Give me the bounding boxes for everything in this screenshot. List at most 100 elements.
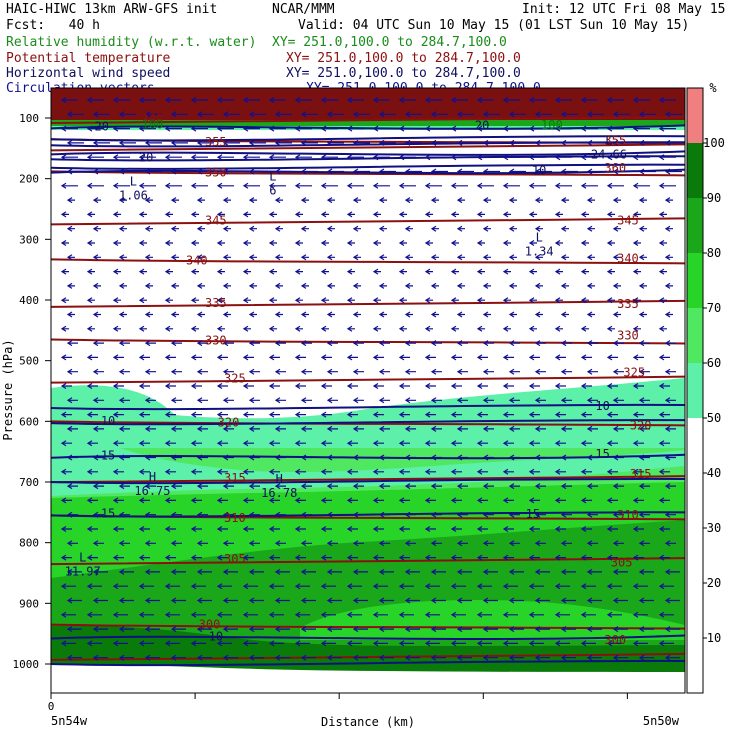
circulation-vector [456, 597, 472, 604]
circulation-vector [508, 597, 524, 604]
circulation-vector [216, 583, 232, 590]
circulation-vector [274, 254, 283, 261]
circulation-vector [248, 654, 264, 661]
circulation-vector [112, 497, 124, 504]
circulation-vector [144, 168, 162, 175]
theta-label: 330 [617, 329, 639, 343]
circulation-vector [534, 168, 552, 175]
circulation-vector [190, 583, 206, 590]
circulation-vector [352, 568, 368, 575]
circulation-vector [60, 96, 78, 104]
circulation-vector [378, 511, 390, 518]
circulation-vector [456, 425, 468, 432]
circulation-vector [450, 211, 459, 218]
circulation-vector [274, 626, 290, 633]
circulation-vector [404, 568, 420, 575]
circulation-vector [632, 154, 650, 161]
circulation-vector [560, 540, 572, 547]
circulation-vector [664, 254, 673, 261]
x-left-location: 5n54w [51, 714, 88, 728]
circulation-vector [612, 225, 621, 232]
theta-label: 345 [205, 213, 227, 227]
circulation-vector [216, 96, 234, 104]
theta-contour [51, 623, 685, 630]
circulation-vector [326, 340, 338, 347]
circulation-vector [66, 111, 84, 118]
circulation-vector [658, 154, 676, 161]
circulation-vector [580, 640, 596, 647]
circulation-vector [612, 454, 624, 461]
circulation-vector [86, 125, 104, 132]
circulation-vector [242, 554, 254, 561]
field-wind-label: Horizontal wind speed [6, 66, 171, 81]
circulation-vector [580, 497, 592, 504]
circulation-vector [248, 111, 266, 118]
theta-contour [51, 170, 685, 177]
circulation-vector [60, 440, 72, 447]
circulation-vector [326, 311, 335, 318]
circulation-vector [528, 211, 537, 218]
circulation-vector [196, 540, 208, 547]
circulation-vector [112, 182, 130, 189]
y-axis: 100 200 300 400 500 600 700 800 900 1000 [13, 112, 51, 671]
circulation-vector [476, 611, 492, 618]
circulation-vector [476, 182, 494, 189]
extremum-value: 1.06 [119, 189, 148, 203]
circulation-vector [580, 411, 592, 418]
colorbar-band [687, 363, 703, 418]
circulation-vector [92, 568, 108, 575]
circulation-vector [86, 382, 98, 390]
circulation-vector [248, 568, 264, 575]
x-right-location: 5n50w [643, 714, 680, 728]
circulation-vector [632, 211, 641, 218]
circulation-vector [664, 197, 673, 204]
circulation-vector [268, 211, 277, 218]
circulation-vector [294, 125, 312, 132]
circulation-vector [352, 540, 364, 547]
colorbar-band [687, 308, 703, 363]
circulation-vector [450, 554, 462, 561]
circulation-vector [476, 325, 485, 332]
circulation-vector [664, 626, 680, 633]
extremum-marker: H [149, 470, 156, 484]
circulation-vector [112, 640, 128, 647]
circulation-vector [92, 454, 104, 461]
circulation-vector [632, 96, 650, 104]
circulation-vector [164, 611, 180, 618]
theta-contour [51, 375, 685, 384]
circulation-vector [352, 340, 364, 347]
colorbar-unit: % [709, 81, 717, 95]
circulation-vector [502, 583, 518, 590]
plot-frame [50, 87, 686, 694]
circulation-vector [346, 440, 358, 447]
circulation-vector [274, 139, 292, 146]
circulation-vector [164, 640, 180, 647]
circulation-vector [242, 468, 254, 475]
circulation-vector [424, 583, 440, 590]
circulation-vector [86, 239, 95, 247]
circulation-vector [326, 454, 338, 461]
circulation-vector [92, 597, 108, 604]
circulation-vector [326, 111, 344, 118]
circulation-vector [352, 254, 361, 261]
circulation-vector [66, 254, 75, 261]
circulation-vector [658, 297, 667, 304]
circulation-vector [612, 139, 630, 146]
circulation-vector [144, 454, 156, 461]
circulation-vector [638, 454, 650, 461]
circulation-vector [612, 111, 630, 118]
circulation-vector [66, 340, 78, 347]
circulation-vector [424, 125, 442, 132]
circulation-vector [606, 583, 622, 590]
circulation-vector [664, 511, 676, 518]
circulation-vector [528, 468, 540, 475]
circulation-vector [554, 354, 566, 361]
circulation-vector [118, 168, 136, 175]
circulation-vector [586, 254, 595, 261]
circulation-vector [190, 640, 206, 647]
circulation-vector [508, 626, 524, 633]
circulation-vector [86, 211, 95, 218]
circulation-vector [118, 254, 127, 261]
circulation-vector [216, 239, 225, 247]
circulation-vector [196, 168, 214, 175]
